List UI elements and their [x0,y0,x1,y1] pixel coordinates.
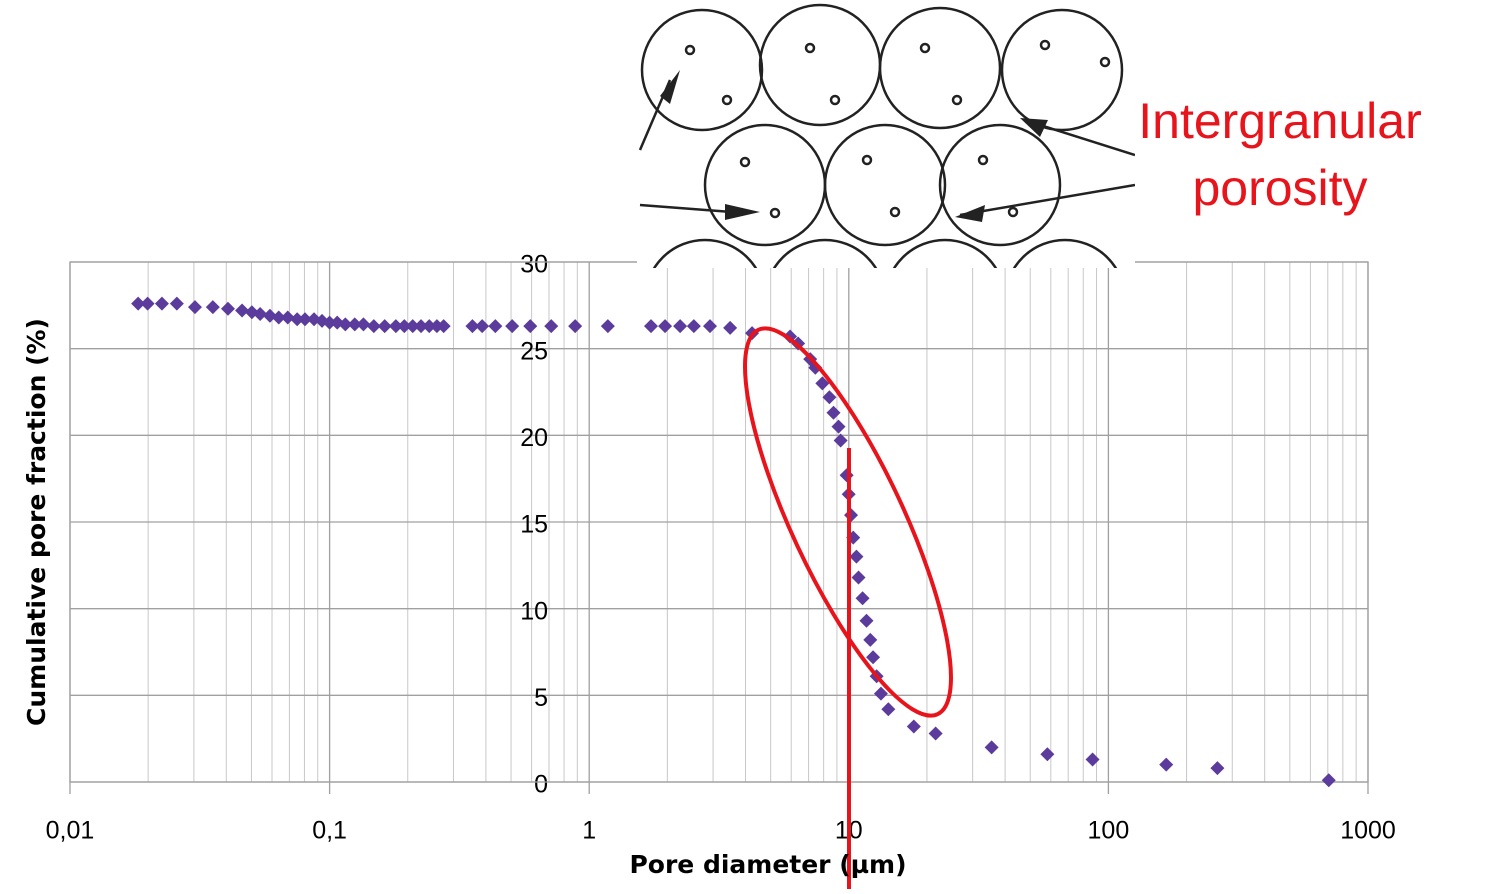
point [322,315,337,330]
point [405,319,420,334]
y-tick-label: 5 [534,684,548,712]
point [338,317,353,332]
point [600,319,615,334]
point [881,702,896,717]
point [1321,773,1336,788]
point [271,310,286,325]
annotation: porosity [1192,160,1367,216]
x-tick-label: 100 [1088,817,1130,845]
x-tick-label: 0,01 [46,817,95,845]
point [422,319,437,334]
point [839,468,854,483]
point [397,319,412,334]
point [523,319,538,334]
point [723,320,738,335]
point [851,570,866,585]
point [1210,761,1225,776]
x-tick-label: 0,1 [312,817,347,845]
point [808,360,823,375]
point [366,319,381,334]
point [169,296,184,311]
grain-illustration [637,0,1135,268]
x-tick-label: 1000 [1340,817,1396,845]
point [220,301,235,316]
point [1159,757,1174,772]
point [290,312,305,327]
point [686,319,701,334]
highlight-ellipse [743,326,953,718]
point [826,405,841,420]
point [643,319,658,334]
point [849,549,864,564]
point [866,650,881,665]
point [347,317,362,332]
point [280,310,295,325]
y-tick-label: 25 [520,337,548,365]
y-tick-label: 30 [520,251,548,279]
point [488,319,503,334]
y-axis-title: Cumulative pore fraction (%) [22,318,51,726]
point [815,376,830,391]
point [822,390,837,405]
point [703,319,718,334]
point [568,319,583,334]
point [436,319,451,334]
y-tick-label: 20 [520,424,548,452]
point [388,319,403,334]
point [465,319,480,334]
point [873,686,888,701]
point [844,508,859,523]
y-tick-label: 0 [534,771,548,799]
point [414,319,429,334]
y-tick-label: 10 [520,597,548,625]
point [855,591,870,606]
point [253,307,268,321]
point [505,319,520,334]
point [140,296,155,311]
point [262,308,277,323]
y-tick-label: 15 [520,511,548,539]
plot-area: 0,010,11101001000051015202530 [46,251,1396,845]
point [205,300,220,315]
point [859,613,874,628]
annotation: Intergranular [1138,93,1422,149]
point [1040,747,1055,762]
point [544,319,559,334]
x-axis-title: Pore diameter (µm) [629,850,906,879]
point [154,296,169,311]
point [187,300,202,315]
point [475,319,490,334]
point [928,726,943,741]
point [673,319,688,334]
point [1085,752,1100,767]
point [831,419,846,434]
point [356,317,371,332]
point [377,319,392,334]
point [131,296,146,311]
point [298,312,313,327]
x-tick-label: 1 [582,817,596,845]
point [984,740,999,755]
point [863,632,878,647]
point [833,433,848,448]
point [906,719,921,734]
point [235,303,250,318]
point [658,319,673,334]
